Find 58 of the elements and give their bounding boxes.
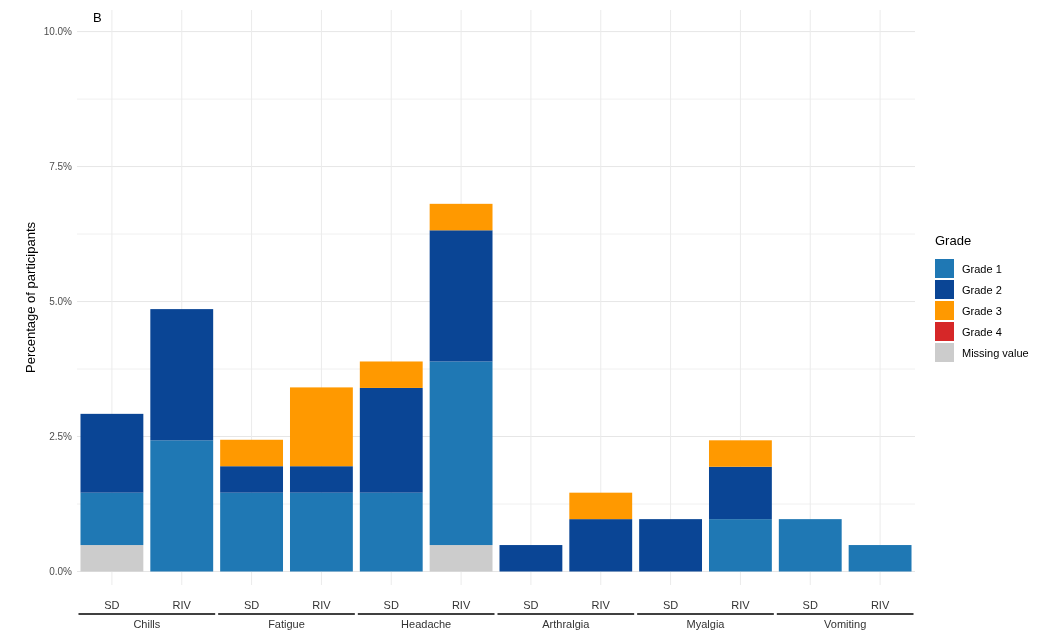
y-tick-label: 0.0% (49, 566, 73, 577)
bar (848, 545, 912, 572)
bar (708, 519, 772, 572)
bar (359, 387, 423, 493)
text: Arthralgia (542, 618, 591, 630)
x-tick-label: RIV (451, 599, 471, 611)
legend-title: Grade (935, 233, 972, 248)
y-tick-label: 2.5% (49, 431, 73, 443)
bar (80, 413, 144, 493)
text: Fatigue (268, 618, 305, 630)
bar (80, 545, 144, 572)
x-tick-label: RIV (731, 599, 751, 611)
bar (289, 492, 353, 572)
bar (639, 519, 703, 572)
bar (569, 519, 633, 572)
legend-label: Missing value (962, 346, 1029, 359)
bar (708, 466, 772, 520)
bar (150, 440, 214, 572)
x-tick-label: SD (523, 599, 539, 611)
bar (499, 545, 563, 572)
bar (150, 309, 214, 441)
text: Vomiting (824, 618, 867, 630)
bar (359, 361, 423, 388)
x-tick-label: SD (802, 599, 818, 611)
text: Headache (401, 618, 452, 630)
y-tick-label: 7.5% (49, 161, 73, 173)
bar (778, 519, 842, 572)
bar (429, 545, 493, 572)
bar (289, 466, 353, 493)
bar (359, 492, 423, 572)
bar (220, 492, 284, 572)
bar (708, 440, 772, 467)
text: Myalgia (686, 618, 726, 630)
bar (429, 230, 493, 362)
bar (429, 361, 493, 546)
bar (220, 466, 284, 493)
x-tick-label: RIV (312, 599, 332, 611)
legend-label: Grade 3 (962, 304, 1002, 317)
bar (220, 439, 284, 467)
text: Chills (133, 618, 161, 630)
bar (289, 387, 353, 467)
x-tick-label: RIV (870, 599, 890, 611)
y-axis-title: Percentage of participants (23, 221, 38, 374)
x-tick-label: RIV (172, 599, 192, 611)
chart-title: B (93, 10, 102, 25)
legend-label: Grade 4 (962, 325, 1002, 338)
x-tick-label: SD (243, 599, 260, 611)
y-tick-label: 10.0% (43, 26, 73, 38)
x-tick-label: SD (662, 599, 679, 611)
bar (429, 203, 493, 231)
x-tick-label: RIV (591, 599, 611, 611)
bar (569, 492, 633, 520)
bar (80, 492, 144, 546)
x-tick-label: SD (383, 599, 399, 611)
y-tick-label: 5.0% (49, 296, 73, 308)
x-tick-label: SD (104, 599, 120, 611)
legend-label: Grade 2 (962, 283, 1002, 296)
legend-label: Grade 1 (962, 262, 1002, 275)
